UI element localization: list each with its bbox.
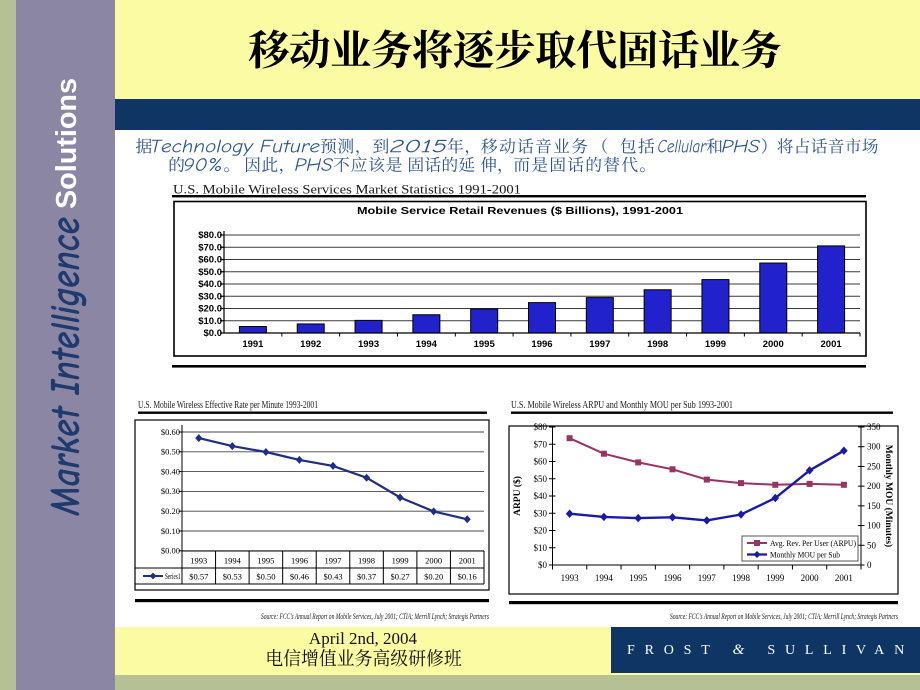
svg-text:1999: 1999 — [766, 573, 785, 583]
svg-text:1997: 1997 — [589, 339, 610, 350]
svg-text:2000: 2000 — [425, 556, 442, 566]
svg-text:$50: $50 — [534, 474, 548, 484]
svg-text:$0.16: $0.16 — [458, 572, 477, 582]
svg-text:$60.0: $60.0 — [198, 255, 222, 266]
svg-text:50: 50 — [867, 540, 877, 550]
svg-text:1995: 1995 — [257, 556, 274, 566]
svg-text:200: 200 — [867, 481, 881, 491]
svg-text:1993: 1993 — [190, 556, 207, 566]
svg-text:$30: $30 — [534, 508, 548, 518]
svg-text:$10.0: $10.0 — [198, 316, 222, 327]
svg-text:250: 250 — [867, 461, 881, 471]
svg-text:1995: 1995 — [474, 339, 496, 350]
svg-text:$0.10: $0.10 — [161, 526, 180, 536]
svg-text:$30.0: $30.0 — [198, 291, 222, 302]
svg-text:$70: $70 — [534, 439, 548, 449]
svg-text:1996: 1996 — [663, 573, 682, 583]
svg-text:$0.27: $0.27 — [391, 572, 410, 582]
svg-text:$0: $0 — [538, 560, 548, 570]
svg-text:1997: 1997 — [698, 573, 717, 583]
svg-text:ARPU ($): ARPU ($) — [512, 476, 523, 516]
svg-text:1995: 1995 — [629, 573, 648, 583]
svg-text:Source: FCC's Annual Report on: Source: FCC's Annual Report on Mobile Se… — [261, 612, 489, 621]
svg-text:1996: 1996 — [531, 339, 552, 350]
svg-text:$0.37: $0.37 — [357, 572, 376, 582]
svg-text:1992: 1992 — [300, 339, 321, 350]
svg-text:U.S. Mobile Wireless Effective: U.S. Mobile Wireless Effective Rate per … — [138, 400, 318, 411]
svg-text:$80.0: $80.0 — [198, 230, 222, 241]
svg-text:1994: 1994 — [224, 556, 242, 566]
svg-text:2001: 2001 — [835, 573, 853, 583]
svg-text:$0.57: $0.57 — [189, 572, 208, 582]
svg-text:Avg. Rev. Per User (ARPU): Avg. Rev. Per User (ARPU) — [770, 539, 856, 548]
svg-text:2000: 2000 — [763, 339, 784, 350]
svg-text:U.S. Mobile Wireless ARPU and: U.S. Mobile Wireless ARPU and Monthly MO… — [511, 400, 733, 411]
svg-text:2001: 2001 — [821, 339, 843, 350]
svg-text:$0.50: $0.50 — [256, 572, 275, 582]
svg-text:$0.30: $0.30 — [161, 486, 180, 496]
svg-text:$0.60: $0.60 — [161, 427, 180, 437]
svg-text:$0.00: $0.00 — [161, 546, 180, 556]
svg-text:Monthly MOU per Sub: Monthly MOU per Sub — [770, 551, 840, 560]
svg-text:150: 150 — [867, 501, 881, 511]
svg-text:$80: $80 — [534, 422, 548, 432]
svg-text:Mobile Service Retail Revenues: Mobile Service Retail Revenues ($ Billio… — [357, 205, 683, 217]
svg-text:Source: FCC's Annual Report on: Source: FCC's Annual Report on Mobile Se… — [670, 612, 898, 621]
svg-text:$0.0: $0.0 — [204, 328, 223, 339]
svg-text:Monthly MOU (Minutes): Monthly MOU (Minutes) — [883, 445, 894, 547]
svg-text:1996: 1996 — [291, 556, 308, 566]
svg-text:1998: 1998 — [358, 556, 375, 566]
svg-text:350: 350 — [867, 422, 881, 432]
svg-text:$0.46: $0.46 — [290, 572, 309, 582]
svg-text:$0.40: $0.40 — [161, 466, 180, 476]
svg-text:1991: 1991 — [242, 339, 264, 350]
svg-text:$0.20: $0.20 — [424, 572, 443, 582]
svg-text:1998: 1998 — [732, 573, 751, 583]
svg-text:100: 100 — [867, 521, 881, 531]
svg-text:$60: $60 — [534, 457, 548, 467]
svg-text:1999: 1999 — [705, 339, 726, 350]
svg-text:2000: 2000 — [801, 573, 820, 583]
svg-text:1998: 1998 — [647, 339, 668, 350]
svg-text:$40: $40 — [534, 491, 548, 501]
svg-text:$20: $20 — [534, 526, 548, 536]
svg-text:U.S. Mobile Wireless Services: U.S. Mobile Wireless Services Market Sta… — [173, 182, 521, 197]
svg-text:$70.0: $70.0 — [198, 242, 222, 253]
svg-text:$0.20: $0.20 — [161, 506, 180, 516]
svg-text:$0.53: $0.53 — [223, 572, 242, 582]
svg-text:1993: 1993 — [358, 339, 379, 350]
svg-text:$40.0: $40.0 — [198, 279, 222, 290]
svg-text:2001: 2001 — [459, 556, 476, 566]
svg-text:$0.43: $0.43 — [323, 572, 342, 582]
svg-text:Solutions: Solutions — [51, 78, 83, 209]
svg-text:1994: 1994 — [416, 339, 438, 350]
svg-text:300: 300 — [867, 442, 881, 452]
svg-text:1997: 1997 — [325, 556, 342, 566]
svg-text:$10: $10 — [534, 543, 548, 553]
svg-text:1993: 1993 — [561, 573, 580, 583]
svg-text:$20.0: $20.0 — [198, 304, 222, 315]
svg-text:$0.50: $0.50 — [161, 447, 180, 457]
svg-text:1999: 1999 — [392, 556, 409, 566]
svg-text:1994: 1994 — [595, 573, 614, 583]
svg-text:$50.0: $50.0 — [198, 267, 222, 278]
svg-text:Series1: Series1 — [165, 572, 181, 581]
svg-text:0: 0 — [867, 560, 872, 570]
